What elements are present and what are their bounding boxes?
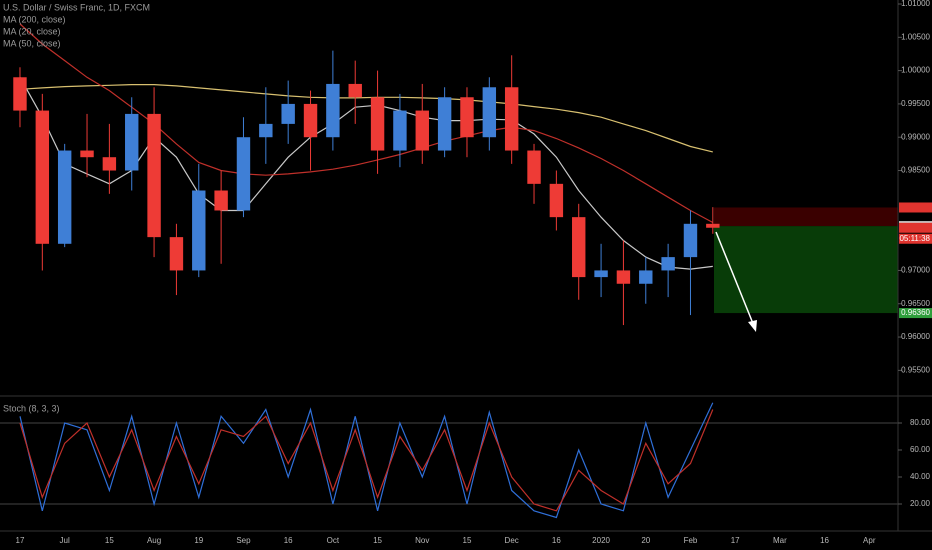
countdown-tag bbox=[899, 233, 932, 244]
x-tick-label: 15 bbox=[105, 536, 114, 545]
x-tick-label: 16 bbox=[284, 536, 293, 545]
y-tick-label: 1.00500 bbox=[901, 32, 930, 41]
candle-body bbox=[527, 150, 541, 184]
candle-body bbox=[169, 237, 184, 271]
price-axis-background bbox=[898, 0, 932, 550]
indicator-title: Stoch (8, 3, 3) bbox=[3, 403, 60, 413]
x-tick-label: Aug bbox=[147, 536, 161, 545]
candle-body bbox=[348, 83, 362, 98]
legend-entry: MA (20, close) bbox=[3, 26, 61, 36]
x-tick-label: Apr bbox=[863, 536, 876, 545]
candle-body bbox=[639, 270, 653, 284]
price-tag-label: 0.96360 bbox=[901, 308, 930, 317]
candle-body bbox=[303, 103, 318, 138]
x-tick-label: Feb bbox=[684, 536, 698, 545]
chart-title: U.S. Dollar / Swiss Franc, 1D, FXCM bbox=[3, 2, 150, 12]
x-tick-label: 16 bbox=[820, 536, 829, 545]
moving-average-line bbox=[19, 84, 713, 153]
candle-body bbox=[259, 123, 273, 138]
y-tick-label: 80.00 bbox=[910, 418, 931, 427]
y-tick-label: 1.01000 bbox=[901, 0, 930, 8]
y-tick-label: 1.00000 bbox=[901, 66, 930, 75]
candle-body bbox=[192, 190, 206, 271]
candle-body bbox=[326, 83, 340, 138]
axes: 17 Jul 15 Aug 19 Sep 16 Oct 15 Nov 15 Dec 16 2020 20 Fe… bbox=[16, 0, 932, 545]
price-tag bbox=[899, 222, 932, 233]
candle-body bbox=[214, 190, 228, 211]
x-tick-label: 16 bbox=[552, 536, 561, 545]
candle-body bbox=[460, 97, 474, 138]
y-tick-label: 40.00 bbox=[910, 472, 931, 481]
candle-body bbox=[281, 103, 295, 124]
candle-body bbox=[683, 223, 698, 258]
candle-body bbox=[594, 270, 608, 278]
candle-body bbox=[57, 150, 72, 244]
arrow-shaft bbox=[715, 231, 755, 327]
x-tick-label: Jul bbox=[60, 536, 70, 545]
x-tick-label: 20 bbox=[641, 536, 650, 545]
candle-body bbox=[125, 113, 139, 171]
x-tick-label: Sep bbox=[236, 536, 251, 545]
candle-body bbox=[504, 87, 519, 151]
y-tick-label: 0.95500 bbox=[901, 365, 930, 374]
candle-body bbox=[616, 270, 631, 284]
x-tick-label: Mar bbox=[773, 536, 787, 545]
candle-body bbox=[80, 150, 94, 158]
arrow-head bbox=[748, 320, 757, 332]
x-tick-label: 19 bbox=[194, 536, 203, 545]
candle-body bbox=[482, 87, 497, 138]
candle-body bbox=[13, 77, 27, 111]
candle-body bbox=[236, 137, 251, 211]
x-tick-label: 17 bbox=[731, 536, 740, 545]
x-tick-label: Nov bbox=[415, 536, 429, 545]
y-tick-label: 0.99500 bbox=[901, 99, 930, 108]
candle-body bbox=[393, 110, 407, 151]
price-tag bbox=[899, 308, 932, 319]
price-tag bbox=[899, 202, 932, 213]
x-tick-label: 15 bbox=[463, 536, 472, 545]
candle-body bbox=[572, 217, 586, 278]
candle-body bbox=[147, 113, 161, 238]
y-tick-label: 0.96000 bbox=[901, 332, 930, 341]
x-tick-label: 2020 bbox=[592, 536, 610, 545]
candle-body bbox=[102, 157, 117, 171]
legend-entry: MA (50, close) bbox=[3, 38, 61, 48]
y-tick-label: 20.00 bbox=[910, 499, 931, 508]
candle-body bbox=[549, 183, 564, 218]
plot-area bbox=[0, 23, 898, 519]
candle-body bbox=[661, 257, 675, 271]
stop-zone bbox=[714, 207, 898, 227]
candle-body bbox=[35, 110, 50, 244]
candle-body bbox=[370, 97, 385, 151]
candle-body bbox=[415, 110, 429, 151]
y-tick-label: 0.98500 bbox=[901, 166, 930, 175]
countdown-label: 05:11:38 bbox=[899, 234, 930, 243]
x-tick-label: Oct bbox=[327, 536, 340, 545]
stochastic-line bbox=[19, 409, 714, 512]
candle-body bbox=[706, 223, 720, 228]
y-tick-label: 0.99000 bbox=[901, 132, 930, 141]
target-zone bbox=[714, 226, 898, 314]
y-tick-label: 0.96500 bbox=[901, 299, 930, 308]
x-tick-label: 17 bbox=[16, 536, 25, 545]
candle-body bbox=[437, 97, 452, 151]
x-tick-label: 15 bbox=[373, 536, 382, 545]
moving-average-line bbox=[19, 23, 714, 224]
projection-arrow bbox=[715, 231, 757, 332]
legend-entry: MA (200, close) bbox=[3, 14, 66, 24]
legend: U.S. Dollar / Swiss Franc, 1D, FXCM Stoc… bbox=[3, 2, 150, 413]
y-tick-label: 0.97000 bbox=[901, 266, 930, 275]
x-tick-label: Dec bbox=[505, 536, 519, 545]
y-tick-label: 60.00 bbox=[910, 445, 931, 454]
